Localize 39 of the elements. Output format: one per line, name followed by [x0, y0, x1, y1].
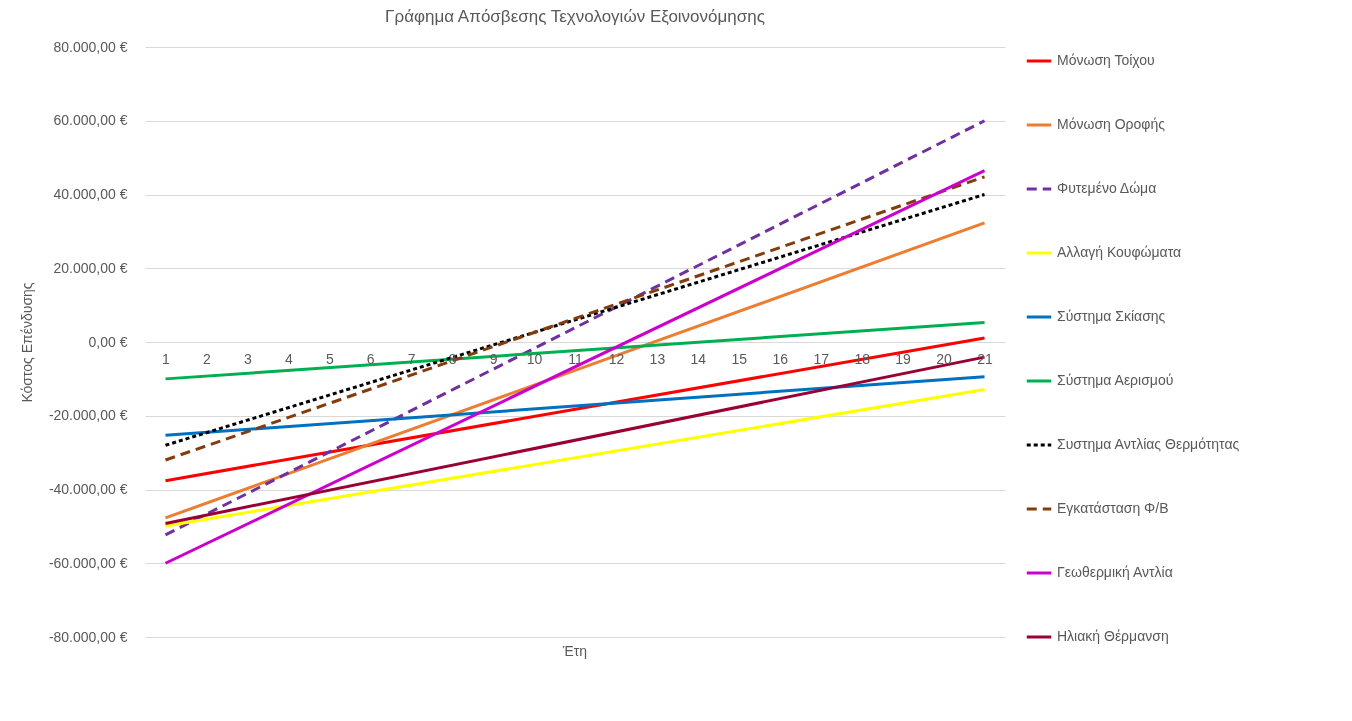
x-tick-label: 4: [284, 350, 293, 367]
y-tick-label: 20.000,00 €: [53, 259, 128, 276]
x-tick-label: 19: [895, 350, 912, 367]
y-tick-label: -40.000,00 €: [48, 481, 128, 497]
legend-label: Σύστημα Αερισμού: [1057, 372, 1174, 388]
legend-label: Εγκατάσταση Φ/Β: [1057, 500, 1169, 516]
y-tick-label: 40.000,00 €: [53, 186, 128, 202]
x-tick-label: 6: [366, 350, 375, 367]
y-tick-label: 0,00 €: [88, 333, 128, 350]
y-tick-label: -60.000,00 €: [48, 554, 128, 571]
chart-title: Γράφημα Απόσβεσης Τεχνολογιών Εξοινονόμησης: [385, 7, 765, 26]
x-tick-label: 15: [731, 350, 748, 367]
legend-label: Φυτεμένο Δώμα: [1057, 180, 1157, 196]
legend-label: Μόνωση Τοίχου: [1057, 52, 1155, 68]
y-tick-label: 60.000,00 €: [53, 112, 128, 129]
legend-label: Ηλιακή Θέρμανση: [1057, 628, 1169, 644]
legend-label: Συστημα Αντλίας Θερμότητας: [1057, 436, 1240, 452]
y-tick-label: -80.000,00 €: [48, 628, 128, 645]
x-tick-label: 8: [448, 350, 457, 367]
x-tick-label: 17: [813, 350, 830, 367]
y-tick-label: 80.000,00 €: [53, 38, 128, 55]
x-axis-title: Έτη: [561, 643, 588, 659]
x-tick-label: 14: [690, 350, 707, 367]
x-tick-label: 13: [649, 350, 666, 367]
x-tick-label: 1: [162, 350, 171, 367]
legend-label: Γεωθερμική Αντλία: [1057, 564, 1173, 580]
legend-label: Αλλαγή Κουφώματα: [1057, 244, 1182, 260]
x-tick-label: 10: [526, 350, 543, 367]
x-tick-label: 16: [772, 350, 789, 367]
legend-label: Μόνωση Οροφής: [1057, 116, 1166, 132]
x-tick-label: 21: [977, 350, 994, 367]
x-tick-label: 20: [936, 350, 953, 367]
x-tick-label: 2: [203, 350, 212, 367]
x-tick-label: 11: [568, 350, 583, 367]
x-tick-label: 5: [325, 350, 334, 367]
y-axis-title: Κόστος Επένδυσης: [18, 282, 35, 403]
legend-label: Σύστημα Σκίασης: [1057, 308, 1166, 324]
y-tick-label: -20.000,00 €: [48, 407, 128, 424]
x-tick-label: 3: [243, 350, 252, 367]
